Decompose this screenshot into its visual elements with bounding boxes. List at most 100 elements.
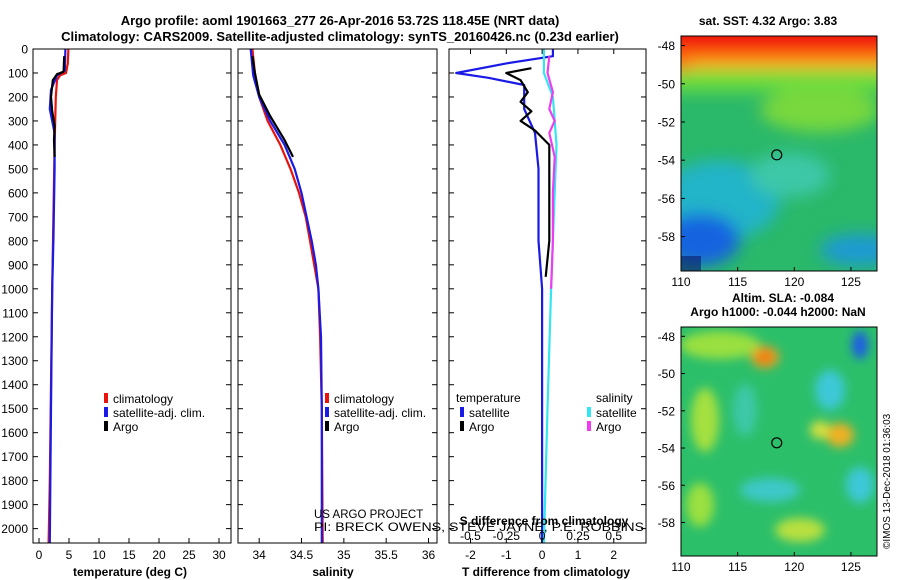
difference-panel: -2 -1 0 1 2 -0.5 -0.25 0 0.25 0.5 xyxy=(448,48,647,562)
legend-swatch-s-satellite xyxy=(587,407,591,417)
sla_map-ytick-label: -50 xyxy=(658,367,676,381)
s-difference-tick-label: 0 xyxy=(539,529,546,543)
credit-stamp: ©IMOS 13-Dec-2018 01:36:03 xyxy=(882,413,893,549)
legend-swatch-climatology xyxy=(104,393,108,403)
salinity-panel: 34 34.5 35 35.5 36 xyxy=(237,48,438,562)
legend-label-climatology: climatology xyxy=(113,392,173,406)
temperature-xtick-label: 20 xyxy=(152,548,166,562)
difference-xtick-label: -1 xyxy=(501,548,512,562)
legend-swatch-t-satellite xyxy=(460,407,464,417)
depth-tick-label: 500 xyxy=(8,162,28,176)
difference-xtick-label: 2 xyxy=(610,548,617,562)
depth-tick-label: 1300 xyxy=(1,354,28,368)
temperature-xtick-label: 10 xyxy=(92,548,106,562)
sla-map-title: Altim. SLA: -0.084 xyxy=(732,291,834,305)
depth-tick-label: 300 xyxy=(8,114,28,128)
sla_map-float-position-marker xyxy=(771,437,783,449)
sst_map-ytick-label: -48 xyxy=(658,39,676,53)
temperature-series-satellite-adj-clim- xyxy=(48,48,67,544)
figure-title-line1: Argo profile: aoml 1901663_277 26-Apr-20… xyxy=(121,13,560,28)
legend-swatch-argo xyxy=(104,421,108,431)
sst_map-ytick-label: -52 xyxy=(658,115,676,129)
salinity-series-climatology xyxy=(251,48,324,544)
salinity-xtick-label: 36 xyxy=(422,548,436,562)
sla_map-xtick-label: 115 xyxy=(728,560,747,574)
sst-map-title: sat. SST: 4.32 Argo: 3.83 xyxy=(699,14,838,28)
sla-map-field xyxy=(681,327,877,556)
depth-tick-label: 100 xyxy=(8,66,28,80)
s-difference-tick-label: -0.25 xyxy=(493,529,521,543)
sla_map-xtick-label: 125 xyxy=(841,560,861,574)
legend-swatch-climatology xyxy=(325,393,329,403)
temperature-xtick-label: 25 xyxy=(182,548,196,562)
depth-tick-label: 700 xyxy=(8,210,28,224)
difference-series-s-argo xyxy=(546,56,556,289)
sst_map-xtick-label: 120 xyxy=(784,275,804,289)
depth-tick-label: 600 xyxy=(8,186,28,200)
sla_map-ytick-label: -58 xyxy=(658,516,676,530)
salinity-xtick-label: 35 xyxy=(337,548,351,562)
temperature-xtick-label: 30 xyxy=(212,548,226,562)
difference-xtick-label: 1 xyxy=(575,548,582,562)
s-difference-tick-label: 0.25 xyxy=(566,529,590,543)
legend-label-climatology: climatology xyxy=(334,392,394,406)
legend-swatch-t-argo xyxy=(460,421,464,431)
temperature-legend: climatology satellite-adj. clim. Argo xyxy=(104,392,205,434)
sla_map-ytick-label: -52 xyxy=(658,404,676,418)
salinity-series-argo xyxy=(251,56,294,158)
sst_map-ytick-label: -50 xyxy=(658,77,676,91)
depth-tick-label: 1400 xyxy=(1,378,28,392)
depth-tick-label: 1200 xyxy=(1,330,28,344)
depth-tick-label: 1000 xyxy=(1,282,28,296)
legend-swatch-satellite xyxy=(325,407,329,417)
salinity-xtick-label: 35.5 xyxy=(375,548,399,562)
sst-map-field xyxy=(681,36,877,271)
difference-series-s-satellite xyxy=(542,49,558,544)
s-difference-tick-label: 0.5 xyxy=(605,529,622,543)
sla_map-ytick-label: -48 xyxy=(658,330,676,344)
difference-series-t-satellite xyxy=(455,49,555,543)
temperature-axes-frame xyxy=(32,48,232,544)
sla_map-axes: -48 -50 -52 -54 -56 -58 110 115 120 125 xyxy=(658,326,878,574)
temperature-series-argo xyxy=(49,56,66,157)
salinity-axes-frame xyxy=(237,48,438,544)
difference-axes-frame xyxy=(448,48,647,544)
salinity-xtick-label: 34.5 xyxy=(290,548,314,562)
salinity-xlabel: salinity xyxy=(312,565,354,579)
legend-swatch-satellite xyxy=(104,407,108,417)
legend-label-s-satellite: satellite xyxy=(596,406,637,420)
depth-tick-label: 200 xyxy=(8,90,28,104)
depth-tick-label: 1700 xyxy=(1,450,28,464)
depth-tick-label: 1900 xyxy=(1,498,28,512)
legend-swatch-s-argo xyxy=(587,421,591,431)
credit-pi: PI: BRECK OWENS, STEVE JAYNE, P.E. ROBBI… xyxy=(314,522,644,534)
depth-tick-label: 1800 xyxy=(1,474,28,488)
sst_map-float-position-marker xyxy=(771,149,783,161)
depth-tick-label: 0 xyxy=(21,43,28,57)
legend-label-argo: Argo xyxy=(334,420,360,434)
sla_map-xtick-label: 120 xyxy=(784,560,804,574)
credit-project: US ARGO PROJECT xyxy=(314,509,423,521)
legend-label-satellite: satellite-adj. clim. xyxy=(334,406,426,420)
legend-swatch-argo xyxy=(325,421,329,431)
depth-tick-label: 1600 xyxy=(1,426,28,440)
sst_map-axes: -48 -50 -52 -54 -56 -58 110 115 120 125 xyxy=(658,35,878,289)
depth-tick-label: 900 xyxy=(8,258,28,272)
temperature-xtick-label: 15 xyxy=(122,548,136,562)
difference-legend: temperature satellite Argo salinity sate… xyxy=(456,391,637,434)
sst_map-ytick-label: -56 xyxy=(658,192,676,206)
s-difference-tick-label: -0.5 xyxy=(460,529,481,543)
sst_map-xtick-label: 110 xyxy=(671,275,690,289)
legend-label-s-argo: Argo xyxy=(596,420,622,434)
sla_map-xtick-label: 110 xyxy=(671,560,690,574)
figure-title-line2: Climatology: CARS2009. Satellite-adjuste… xyxy=(61,29,619,44)
sla_map-frame xyxy=(680,326,878,557)
legend-heading-salinity: salinity xyxy=(596,391,633,405)
temperature-xlabel: temperature (deg C) xyxy=(73,565,187,579)
legend-label-t-argo: Argo xyxy=(469,420,495,434)
difference-xtick-label: -2 xyxy=(465,548,476,562)
temperature-xtick-label: 5 xyxy=(66,548,73,562)
difference-top-label: S difference from climatology xyxy=(460,514,629,528)
sla-map-subtitle: Argo h1000: -0.044 h2000: NaN xyxy=(690,305,865,319)
